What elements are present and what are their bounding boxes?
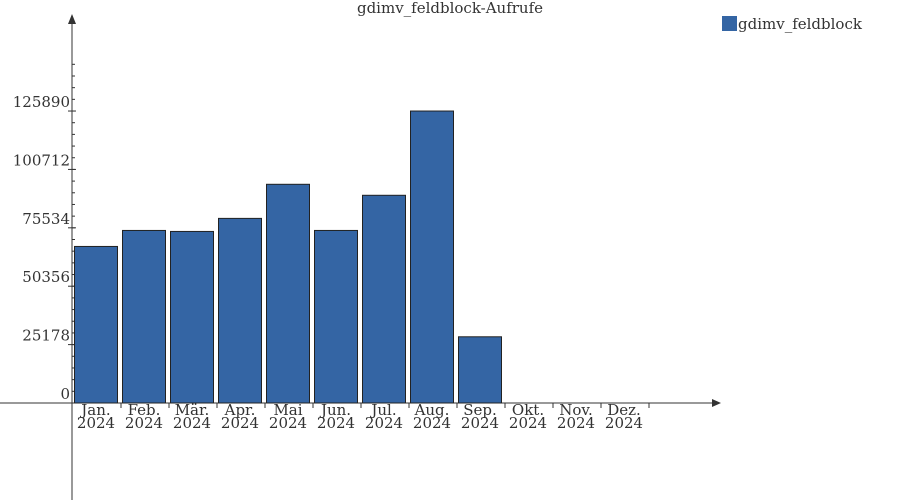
x-tick-label: Jan. <box>79 401 110 419</box>
x-axis-arrow <box>712 399 721 407</box>
bar <box>218 217 262 404</box>
x-tick-label: 2024 <box>173 414 211 432</box>
y-tick-label: 0 <box>60 385 70 403</box>
x-tick-label: 2024 <box>509 414 547 432</box>
x-tick-label: Nov. <box>559 401 593 419</box>
bar <box>122 229 166 404</box>
x-tick-label: Jun. <box>319 401 351 419</box>
x-tick-label: 2024 <box>221 414 259 432</box>
x-tick-label: 2024 <box>365 414 403 432</box>
x-tick-label: 2024 <box>125 414 163 432</box>
x-tick-label: Mai <box>273 401 302 419</box>
y-tick-label: 50356 <box>22 268 70 286</box>
legend-swatch <box>722 16 737 31</box>
bar <box>170 230 214 404</box>
x-tick-label: 2024 <box>77 414 115 432</box>
x-tick-label: Feb. <box>128 401 161 419</box>
bar <box>362 194 406 404</box>
y-tick-label: 75534 <box>22 210 70 228</box>
bar <box>314 229 358 404</box>
x-tick-label: Aug. <box>414 401 450 419</box>
bar <box>410 110 454 404</box>
bar <box>74 245 118 404</box>
y-tick-label: 125890 <box>13 93 70 111</box>
x-tick-label: Okt. <box>512 401 544 419</box>
x-tick-label: Sep. <box>463 401 497 419</box>
x-tick-label: Mär. <box>175 401 210 419</box>
x-tick-label: 2024 <box>317 414 355 432</box>
x-tick-label: 2024 <box>269 414 307 432</box>
y-tick-label: 25178 <box>22 327 70 345</box>
x-tick-label: Apr. <box>224 401 256 419</box>
bar <box>266 183 310 404</box>
y-tick-label: 100712 <box>13 151 70 169</box>
x-tick-label: 2024 <box>461 414 499 432</box>
legend-label: gdimv_feldblock <box>738 15 863 33</box>
y-axis-arrow <box>68 14 76 24</box>
x-tick-label: 2024 <box>413 414 451 432</box>
chart-title: gdimv_feldblock-Aufrufe <box>357 0 543 17</box>
x-tick-label: 2024 <box>605 414 643 432</box>
x-tick-label: 2024 <box>557 414 595 432</box>
x-tick-label: Dez. <box>607 401 641 419</box>
x-tick-label: Jul. <box>369 401 396 419</box>
bar <box>458 336 502 404</box>
